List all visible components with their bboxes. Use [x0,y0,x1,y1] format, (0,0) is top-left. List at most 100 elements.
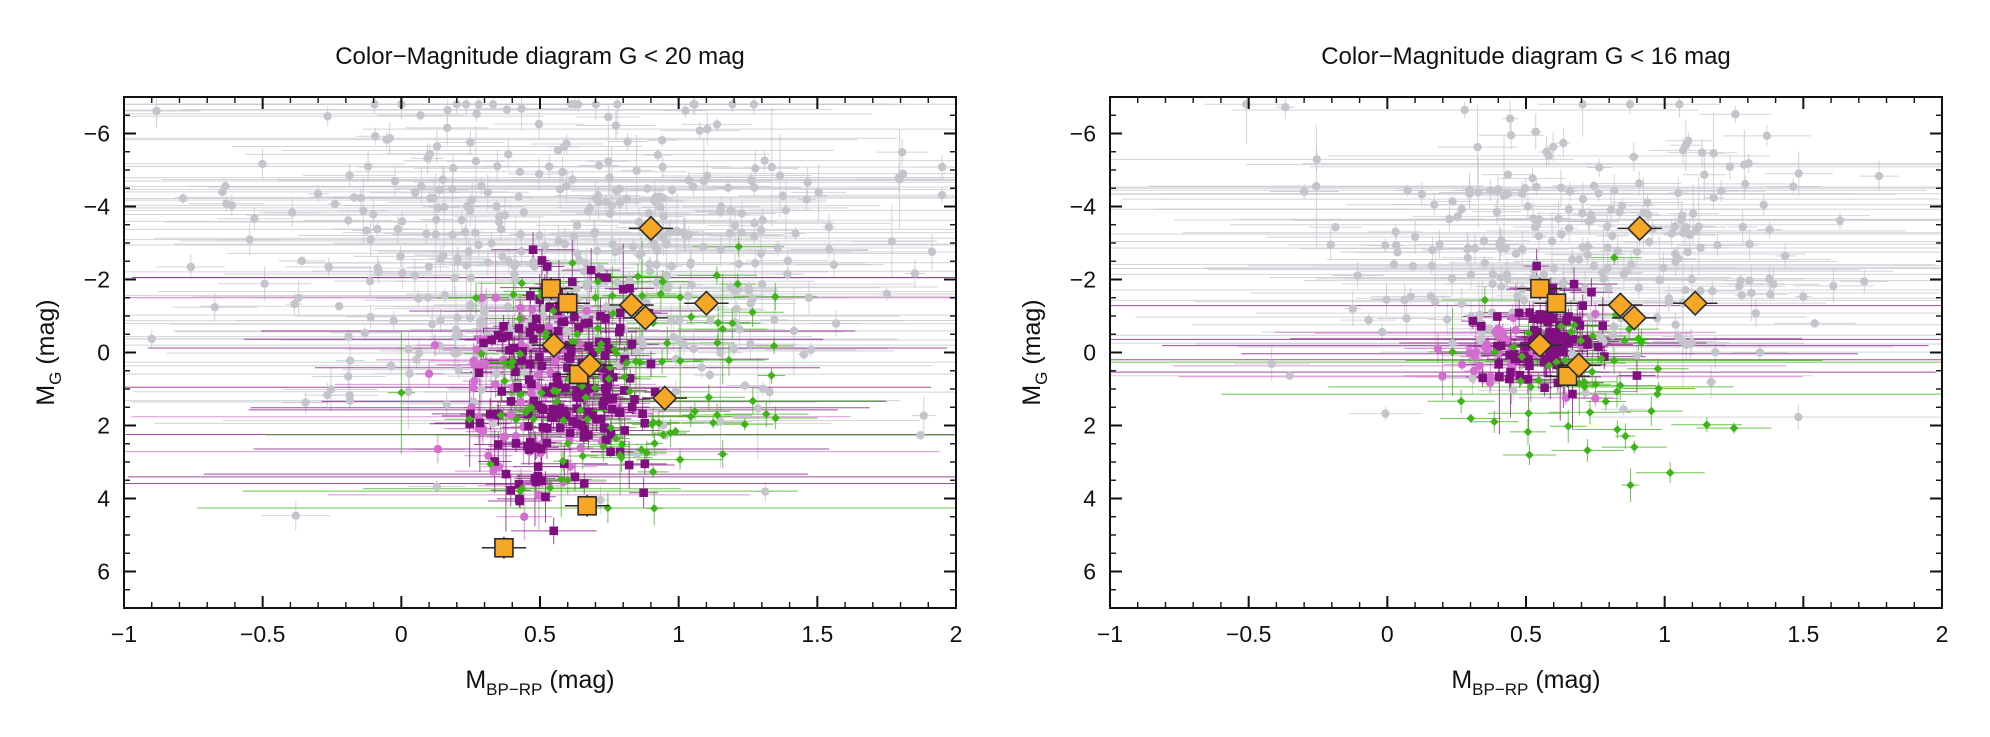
point-faint [472,109,481,119]
point-faint [1736,276,1745,285]
point-faint [1428,245,1437,255]
point-faint [773,243,782,253]
point-faint [1578,100,1587,109]
point-faint [1486,186,1495,195]
point-green [771,413,780,423]
point-faint [1497,282,1506,291]
point-magenta [1561,393,1571,402]
point-faint [596,495,605,505]
point-faint [1531,127,1540,136]
point-green [686,312,696,322]
point-faint [1473,142,1482,152]
point-faint [716,348,725,357]
point-purple [1514,308,1524,318]
point-green [1490,417,1499,427]
point-faint [592,246,602,256]
point-faint [802,195,811,204]
point-purple [602,390,611,399]
point-faint [1709,149,1718,158]
point-purple [1535,315,1545,324]
point-faint [471,157,481,166]
point-faint [1711,347,1720,357]
point-faint [1595,332,1604,342]
point-faint [1457,205,1466,214]
point-purple [570,472,580,482]
point-magenta [491,293,500,302]
point-highlight-squares [557,293,578,314]
point-faint [1794,169,1803,178]
chart-title: Color−Magnitude diagram G < 16 mag [1321,43,1731,70]
point-faint [462,202,472,211]
point-green [1523,427,1533,437]
x-axis: −1 −0.5 0 0.5 1 1.5 2 [1097,97,1948,647]
point-faint [737,209,747,218]
point-faint [448,184,457,194]
point-purple [620,354,629,364]
point-purple [553,326,563,336]
point-faint [663,284,672,293]
point-faint [467,195,477,205]
point-faint [622,194,631,204]
point-green [1621,431,1630,441]
point-purple [607,405,617,414]
point-purple [1525,361,1534,371]
point-faint [450,273,459,283]
point-purple [640,459,650,469]
point-green [1637,338,1646,347]
point-faint [697,363,706,372]
point-magenta [582,306,591,315]
point-green [1526,382,1536,392]
point-faint [687,280,696,290]
point-purple [526,291,535,300]
point-faint [452,100,461,109]
point-faint [1435,240,1444,249]
point-faint [1559,138,1568,148]
point-faint [1716,186,1726,196]
point-green [576,406,585,415]
point-green [558,456,568,466]
point-faint [386,361,396,370]
point-green [713,338,722,348]
point-faint [594,198,603,207]
series-faint-errors [1110,97,1942,430]
point-faint [1835,216,1845,225]
point-purple [577,420,587,430]
point-faint [1673,332,1683,341]
point-faint [716,202,726,211]
point-purple [530,474,540,483]
point-purple [529,396,539,406]
point-purple [511,439,521,448]
point-faint [186,262,196,272]
point-faint [689,344,698,354]
point-faint [1694,222,1703,231]
point-faint [366,312,375,322]
point-faint [756,249,766,258]
point-faint [1554,214,1563,223]
point-faint [1810,319,1819,328]
point-green [536,291,546,301]
point-faint [504,150,513,159]
point-faint [635,250,644,260]
point-faint [746,176,756,185]
point-purple [1593,342,1603,352]
point-faint [1331,223,1340,232]
plot-area [1110,97,1942,502]
point-purple [485,409,495,419]
point-green [1480,295,1490,305]
point-highlight-diamonds [541,332,567,359]
point-green [397,388,406,397]
point-faint [1403,186,1412,195]
point-purple [579,432,589,442]
point-faint [404,344,413,354]
point-purple [466,409,475,419]
point-purple [1568,389,1577,399]
point-faint [1558,279,1567,289]
point-purple [559,317,569,327]
point-green [675,293,685,302]
point-faint [1564,205,1574,214]
point-faint [374,267,383,277]
point-purple [525,437,535,447]
data-points [1242,100,1884,490]
point-purple [1578,301,1588,310]
